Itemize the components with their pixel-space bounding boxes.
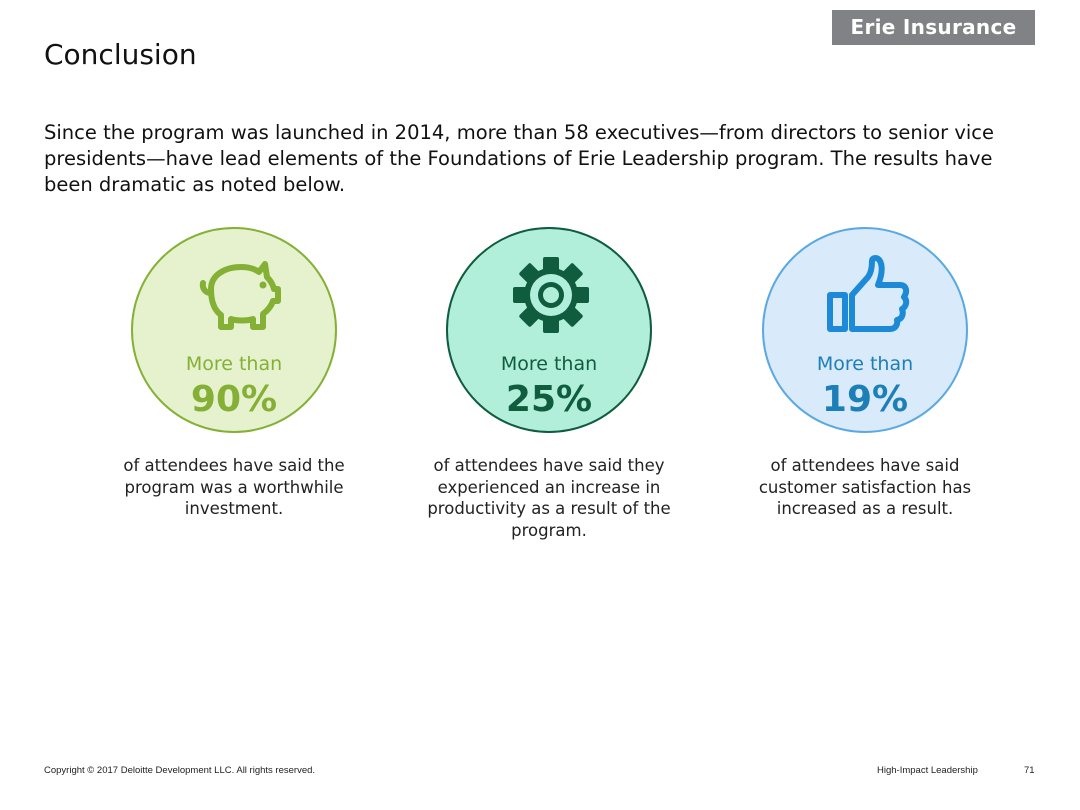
thumbs-up-icon <box>827 255 910 332</box>
gear-icon <box>513 257 589 333</box>
stat-prefix: More than <box>500 353 598 375</box>
intro-paragraph: Since the program was launched in 2014, … <box>44 121 995 196</box>
stat-circle: More than 25% <box>446 227 652 433</box>
footer-copyright: Copyright © 2017 Deloitte Development LL… <box>44 765 316 776</box>
page-number: 71 <box>1024 765 1035 776</box>
footer-deck-title: High-Impact Leadership <box>877 765 978 776</box>
stat-prefix: More than <box>816 353 914 375</box>
stat-value: 90% <box>190 379 278 420</box>
stat-card-productivity: More than 25% of attendees have said the… <box>419 227 679 541</box>
page-title: Conclusion <box>44 38 197 71</box>
stat-value: 25% <box>505 379 593 420</box>
stat-circle: More than 19% <box>762 227 968 433</box>
stat-prefix: More than <box>185 353 283 375</box>
stat-card-satisfaction: More than 19% of attendees have said cus… <box>735 227 995 520</box>
brand-logo: Erie Insurance <box>832 10 1035 45</box>
stat-value: 19% <box>821 379 909 420</box>
stat-description: of attendees have said customer satisfac… <box>758 456 972 518</box>
stat-card-investment: More than 90% of attendees have said the… <box>104 227 364 520</box>
stat-description: of attendees have said they experienced … <box>427 456 671 540</box>
stat-circle: More than 90% <box>131 227 337 433</box>
piggy-bank-icon <box>199 261 281 330</box>
stat-description: of attendees have said the program was a… <box>123 456 345 518</box>
